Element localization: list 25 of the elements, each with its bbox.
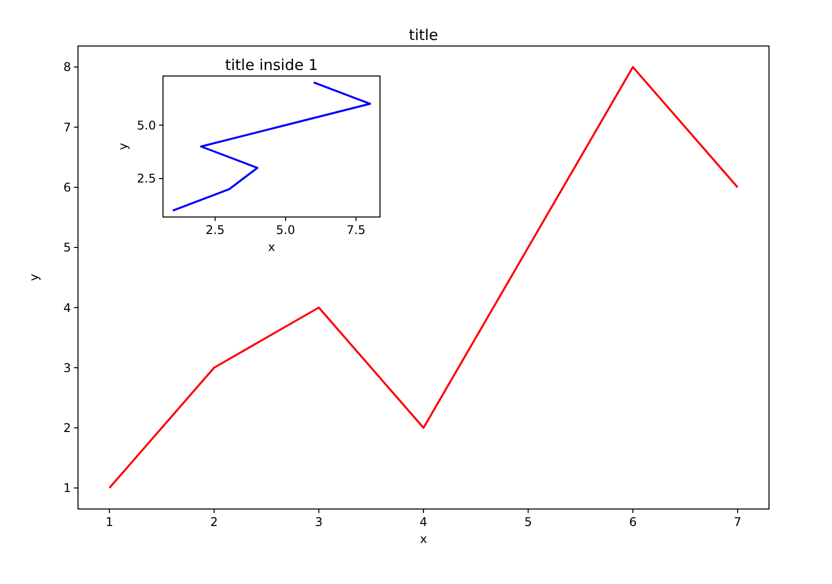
y-tick-label: 5	[63, 240, 71, 255]
x-tick-label: 1	[106, 515, 114, 529]
x-tick-label: 2	[210, 515, 218, 529]
y-tick-label: 7	[63, 120, 71, 134]
x-tick-label: 4	[420, 515, 428, 529]
y-tick-label: 3	[63, 360, 71, 375]
x-tick-label: 7	[734, 515, 742, 529]
y-tick-label: 8	[63, 60, 71, 74]
x-tick-label: 5	[524, 515, 532, 529]
x-tick-label: 3	[314, 515, 323, 529]
y-axis-title: y	[116, 142, 130, 150]
y-tick-label: 6	[63, 180, 71, 195]
x-tick-label: 5.0	[276, 223, 296, 237]
x-tick-label: 2.5	[206, 223, 225, 237]
chart-title: title inside 1	[225, 56, 318, 74]
y-tick-label: 2	[63, 421, 71, 436]
x-tick-label: 7.5	[346, 223, 366, 237]
chart-title: title	[408, 26, 438, 44]
x-axis-title: x	[268, 240, 276, 254]
y-axis-title: y	[27, 274, 41, 282]
x-tick-label: 6	[629, 515, 637, 529]
y-tick-label: 1	[63, 481, 71, 496]
x-axis-title: x	[420, 532, 428, 546]
line-series	[172, 81, 372, 212]
y-tick-label: 4	[63, 300, 71, 315]
